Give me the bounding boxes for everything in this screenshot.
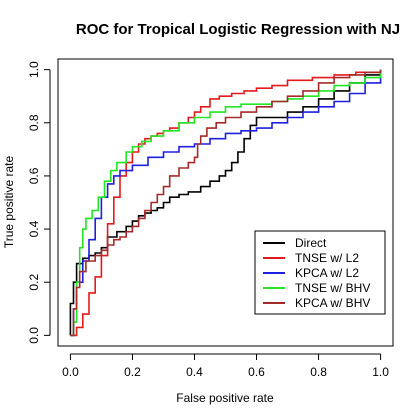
series-line-3	[70, 69, 382, 337]
x-tick-label: 0.4	[186, 365, 203, 379]
legend-label: Direct	[295, 236, 327, 250]
y-tick-label: 0.4	[27, 220, 41, 237]
series-line-4	[70, 69, 382, 337]
x-tick-label: 0.0	[62, 365, 79, 379]
legend-label: TNSE w/ BHV	[295, 281, 370, 295]
y-tick-label: 0.6	[27, 167, 41, 184]
x-axis-label: False positive rate	[176, 391, 274, 405]
x-tick-label: 0.6	[248, 365, 265, 379]
y-tick-label: 0.2	[27, 274, 41, 291]
series-lines	[69, 69, 382, 337]
y-tick-label: 0.0	[27, 327, 41, 344]
y-tick-label: 0.8	[27, 114, 41, 131]
x-tick-label: 1.0	[372, 365, 389, 379]
x-axis: 0.0 0.2 0.4 0.6 0.8 1.0	[62, 353, 389, 379]
plot-frame	[57, 58, 394, 347]
legend-label: KPCA w/ L2	[295, 266, 359, 280]
series-line-2	[70, 69, 382, 337]
y-tick-label: 1.0	[27, 61, 41, 78]
y-axis: 0.0 0.2 0.4 0.6 0.8 1.0	[27, 61, 51, 344]
series-line-0	[69, 69, 382, 336]
chart-title: ROC for Tropical Logistic Regression wit…	[76, 21, 400, 38]
legend-label: KPCA w/ BHV	[295, 296, 370, 310]
legend-label: TNSE w/ L2	[295, 251, 359, 265]
x-tick-label: 0.8	[310, 365, 327, 379]
x-tick-label: 0.2	[124, 365, 141, 379]
y-axis-label: True positive rate	[2, 156, 16, 249]
